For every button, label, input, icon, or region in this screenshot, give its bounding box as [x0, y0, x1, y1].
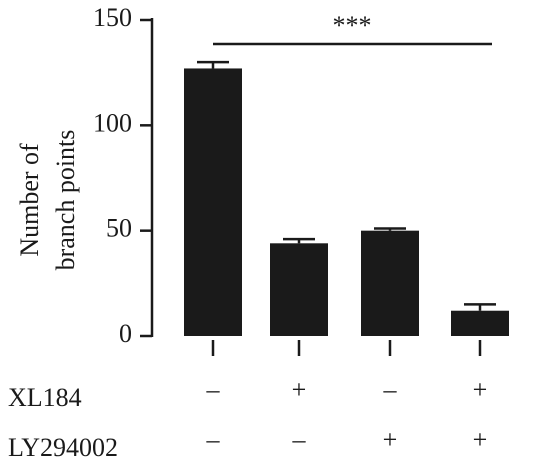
treatment-sign: –: [292, 425, 307, 454]
treatment-sign: +: [473, 375, 488, 404]
y-tick-label: 50: [106, 214, 132, 243]
treatment-label: LY294002: [8, 433, 118, 462]
y-label-group: branch points: [51, 130, 80, 271]
y-label-group: Number of: [15, 143, 44, 257]
treatment-label: XL184: [8, 383, 82, 412]
bar: [270, 243, 328, 336]
treatment-sign: –: [206, 425, 221, 454]
y-label: Number of: [15, 143, 44, 257]
bar: [451, 310, 509, 336]
bar: [361, 230, 419, 336]
y-tick-label: 100: [93, 108, 132, 137]
treatment-sign: –: [206, 375, 221, 404]
bar: [184, 68, 242, 336]
treatment-sign: +: [383, 425, 398, 454]
treatment-sign: +: [473, 425, 488, 454]
treatment-sign: +: [292, 375, 307, 404]
y-tick-label: 150: [93, 3, 132, 32]
significance-label: ***: [333, 11, 372, 40]
y-tick-label: 0: [119, 319, 132, 348]
treatment-sign: –: [383, 375, 398, 404]
y-label: branch points: [51, 130, 80, 271]
